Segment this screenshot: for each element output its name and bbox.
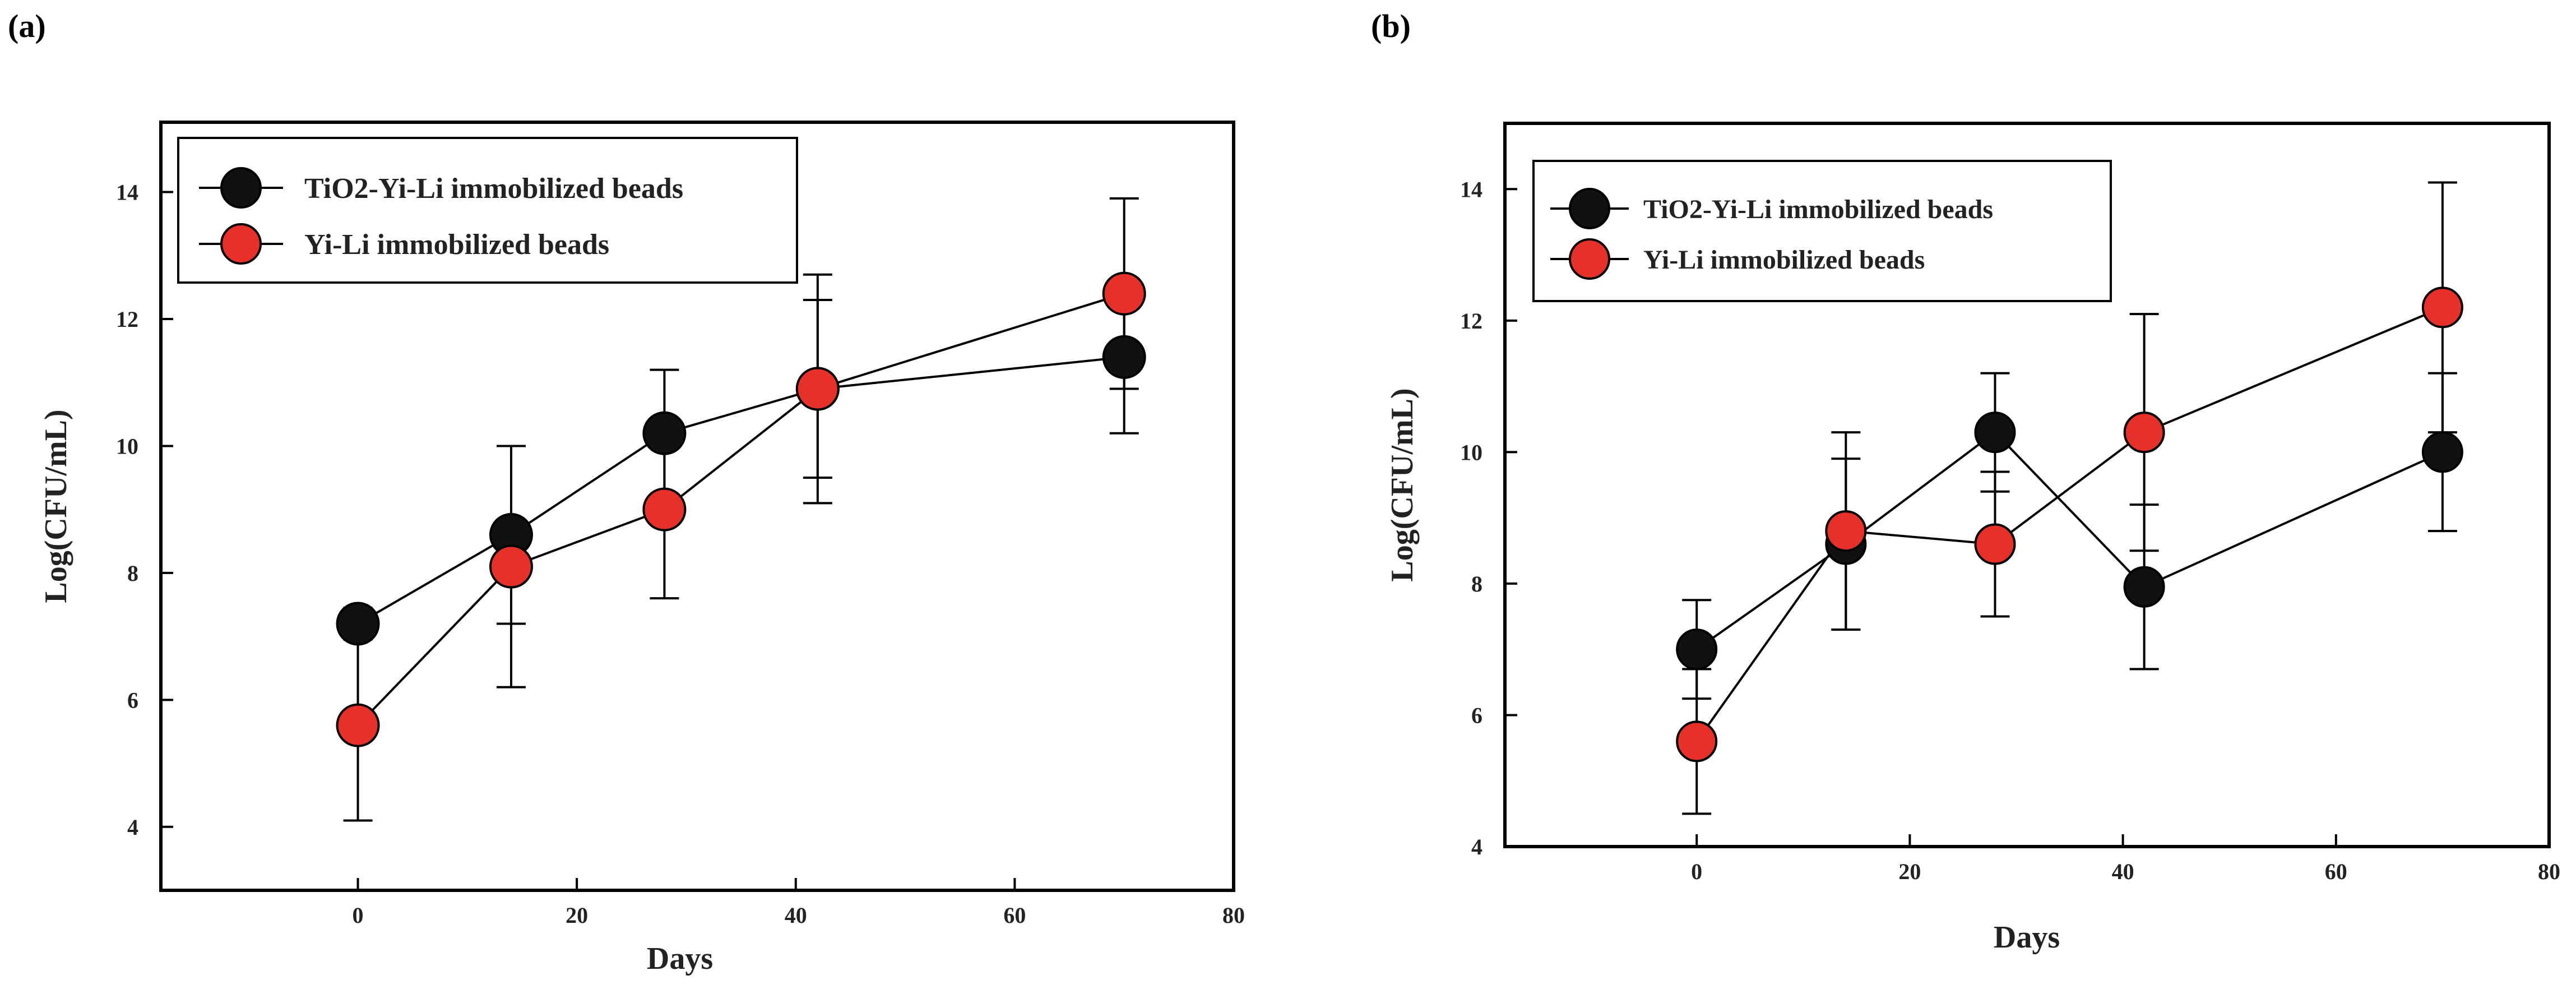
data-point-a-1-3 <box>795 367 840 411</box>
legend-label-a-1: Yi-Li immobilized beads <box>304 229 609 261</box>
data-point-b-0-0 <box>1676 628 1718 671</box>
legend-box-a <box>177 137 798 284</box>
series-line-b-0 <box>1696 431 2443 650</box>
x-tick-label-b-0: 0 <box>1691 859 1702 884</box>
x-tick-label-b-4: 80 <box>2538 859 2560 884</box>
x-tick-label-a-3: 60 <box>1003 903 1026 928</box>
legend-marker-b-0 <box>1569 188 1610 229</box>
data-point-b-0-3 <box>2123 566 2165 608</box>
legend-marker-a-1 <box>220 223 262 265</box>
y-tick-label-a-3: 10 <box>116 433 138 459</box>
legend-label-b-1: Yi-Li immobilized beads <box>1643 245 1925 275</box>
y-tick-label-a-2: 8 <box>127 561 138 586</box>
data-point-a-0-0 <box>336 602 380 646</box>
y-tick-label-a-0: 4 <box>127 815 138 840</box>
data-point-a-1-1 <box>489 544 533 589</box>
y-tick-label-b-4: 12 <box>1460 308 1482 334</box>
data-point-a-0-4 <box>1102 335 1146 379</box>
x-tick-label-b-2: 40 <box>2112 859 2134 884</box>
panel-label-b: (b) <box>1371 8 1411 44</box>
legend-marker-b-1 <box>1569 238 1610 280</box>
data-point-a-1-0 <box>336 703 380 747</box>
y-tick-label-a-5: 14 <box>116 180 138 205</box>
y-tick-label-b-3: 10 <box>1460 440 1482 465</box>
x-tick-label-a-2: 40 <box>785 903 807 928</box>
y-tick-label-b-0: 4 <box>1471 834 1482 859</box>
y-tick-label-b-2: 8 <box>1471 571 1482 597</box>
x-tick-label-a-1: 20 <box>566 903 588 928</box>
series-line-a-0 <box>357 355 1124 625</box>
legend-marker-a-0 <box>220 167 262 209</box>
data-point-b-1-4 <box>2421 286 2463 329</box>
data-point-b-0-4 <box>2421 431 2463 473</box>
data-point-b-0-2 <box>1974 412 2016 454</box>
y-tick-label-b-5: 14 <box>1460 177 1482 202</box>
y-tick-label-a-1: 6 <box>127 687 138 713</box>
x-tick-label-a-0: 0 <box>353 903 364 928</box>
x-tick-label-a-4: 80 <box>1222 903 1245 928</box>
x-tick-label-b-3: 60 <box>2325 859 2347 884</box>
plot-frame-b <box>1503 122 2551 848</box>
x-tick-label-b-1: 20 <box>1898 859 1921 884</box>
data-point-b-1-0 <box>1676 720 1718 762</box>
series-line-a-1 <box>357 292 1125 727</box>
data-point-a-0-2 <box>642 411 687 455</box>
data-point-a-1-4 <box>1102 271 1146 316</box>
legend-label-a-0: TiO2-Yi-Li immobilized beads <box>304 173 683 205</box>
panel-label-a: (a) <box>8 8 46 44</box>
data-point-b-1-3 <box>2123 412 2165 454</box>
legend-a: TiO2-Yi-Li immobilized beads Yi-Li immob… <box>177 137 798 284</box>
x-axis-title-b: Days <box>1994 920 2060 955</box>
data-point-b-1-1 <box>1825 510 1867 552</box>
legend-b: TiO2-Yi-Li immobilized beads Yi-Li immob… <box>1532 160 2112 302</box>
data-point-b-1-2 <box>1974 523 2016 565</box>
legend-box-b <box>1532 160 2112 302</box>
y-axis-title-b: Log(CFU/mL) <box>1385 388 1420 581</box>
legend-label-b-0: TiO2-Yi-Li immobilized beads <box>1643 195 1993 224</box>
plot-frame-a <box>159 121 1235 892</box>
x-axis-title-a: Days <box>647 941 713 976</box>
y-tick-label-b-1: 6 <box>1471 703 1482 728</box>
data-point-a-1-2 <box>642 487 687 532</box>
y-axis-title-a: Log(CFU/mL) <box>39 409 73 603</box>
series-line-b-1 <box>1695 306 2443 742</box>
y-tick-label-a-4: 12 <box>116 307 138 332</box>
